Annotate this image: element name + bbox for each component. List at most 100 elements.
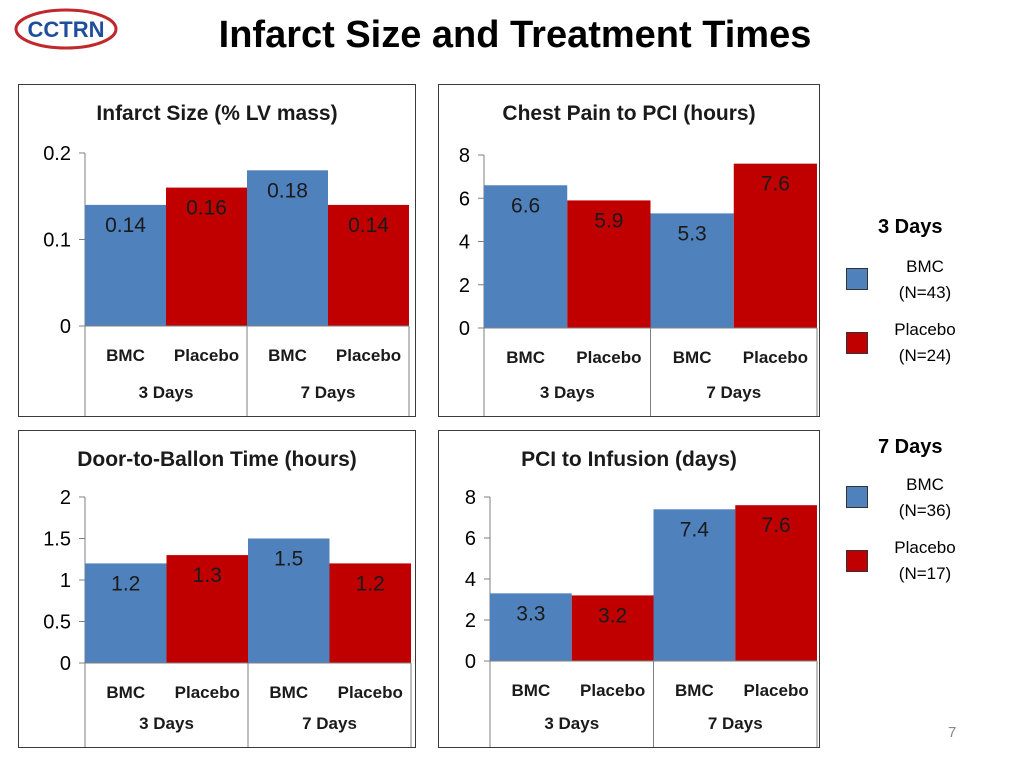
legend-label: Placebo xyxy=(894,538,956,557)
y-tick-label: 0.2 xyxy=(43,143,71,165)
y-tick-label: 8 xyxy=(465,487,476,509)
chart-title: Door-to-Ballon Time (hours) xyxy=(77,448,357,471)
y-tick-label: 0.1 xyxy=(43,230,71,252)
legend-count: (N=24) xyxy=(898,346,952,365)
bar xyxy=(248,538,330,663)
bar xyxy=(329,563,411,663)
legend-label: BMC xyxy=(906,257,944,276)
y-tick-label: 0 xyxy=(459,318,470,340)
x-tick-label: Placebo xyxy=(338,683,403,702)
slide-title: Infarct Size and Treatment Times xyxy=(218,14,812,56)
data-label: 7.4 xyxy=(680,518,710,541)
chart-svg: Infarct Size (% LV mass) 0 0.1 0.2 0.14 0.16 0… xyxy=(43,102,410,416)
data-label: 0.18 xyxy=(267,179,308,202)
x-tick-label: BMC xyxy=(268,346,307,365)
data-label: 5.3 xyxy=(678,222,707,245)
data-label: 0.16 xyxy=(186,197,227,220)
x-tick-label: BMC xyxy=(269,683,308,702)
group-label: 3 Days xyxy=(544,714,599,733)
legend: 3 Days BMC (N=43) Placebo (N=24) 7 Days … xyxy=(830,210,1000,610)
group-label: 3 Days xyxy=(139,383,194,402)
data-label: 1.2 xyxy=(111,572,140,595)
bar xyxy=(650,213,734,328)
chart-pci-to-infusion: PCI to Infusion (days) 0 2 4 6 8 3.3 3.2 7.4 7.6 B… xyxy=(438,430,820,748)
y-tick-label: 0 xyxy=(60,653,71,675)
data-label: 6.6 xyxy=(511,194,540,217)
bar xyxy=(484,185,568,328)
logo-text: CCTRN xyxy=(28,17,105,42)
group-label: 3 Days xyxy=(540,383,595,402)
legend-count: (N=36) xyxy=(898,501,952,520)
chart-door-to-balloon: Door-to-Ballon Time (hours) 0 0.5 1 1.5 2 1.2 1… xyxy=(18,430,416,748)
x-tick-label: Placebo xyxy=(576,348,641,367)
bar xyxy=(571,595,654,661)
page-number: 7 xyxy=(948,724,957,741)
data-label: 7.6 xyxy=(762,514,791,537)
legend-label: BMC xyxy=(906,475,944,494)
x-tick-label: BMC xyxy=(106,683,145,702)
legend-count: (N=17) xyxy=(898,564,952,583)
data-label: 1.2 xyxy=(356,572,385,595)
y-tick-label: 4 xyxy=(465,569,476,591)
x-tick-label: Placebo xyxy=(580,681,645,700)
bar xyxy=(567,200,651,328)
legend-group-title: 3 Days xyxy=(878,216,943,238)
bar xyxy=(247,170,328,326)
chart-title: PCI to Infusion (days) xyxy=(521,448,737,471)
group-label: 7 Days xyxy=(708,714,763,733)
x-tick-label: Placebo xyxy=(743,348,808,367)
chart-title: Infarct Size (% LV mass) xyxy=(96,102,337,125)
bar xyxy=(733,163,817,328)
bar xyxy=(653,509,736,661)
y-tick-label: 2 xyxy=(465,610,476,632)
cctrn-logo: CCTRN xyxy=(14,8,118,50)
group-label: 7 Days xyxy=(301,383,356,402)
x-tick-label: BMC xyxy=(673,348,712,367)
y-tick-label: 1 xyxy=(60,570,71,592)
chart-chest-pain-to-pci: Chest Pain to PCI (hours) 0 2 4 6 8 6.6 5.9 5.3 7… xyxy=(438,84,820,417)
x-tick-label: BMC xyxy=(512,681,551,700)
y-tick-label: 6 xyxy=(465,528,476,550)
x-tick-label: Placebo xyxy=(174,346,239,365)
logo-ring xyxy=(14,8,118,50)
group-label: 3 Days xyxy=(139,714,194,733)
chart-title: Chest Pain to PCI (hours) xyxy=(502,102,755,125)
bar xyxy=(166,187,247,326)
y-tick-label: 1.5 xyxy=(43,529,71,551)
y-tick-label: 0 xyxy=(60,316,71,338)
legend-swatch-bmc xyxy=(846,268,868,290)
y-tick-label: 6 xyxy=(459,188,470,210)
legend-group-title: 7 Days xyxy=(878,436,943,458)
legend-swatch-bmc xyxy=(846,486,868,508)
chart-svg: Door-to-Ballon Time (hours) 0 0.5 1 1.5 2 1.2 1… xyxy=(43,448,412,747)
y-tick-label: 2 xyxy=(459,275,470,297)
x-tick-label: Placebo xyxy=(336,346,401,365)
legend-swatch-placebo xyxy=(846,550,868,572)
bar xyxy=(328,204,409,326)
y-tick-label: 8 xyxy=(459,145,470,167)
bar xyxy=(85,204,166,326)
y-tick-label: 0 xyxy=(465,651,476,673)
group-label: 7 Days xyxy=(302,714,357,733)
x-tick-label: Placebo xyxy=(744,681,809,700)
chart-svg: Chest Pain to PCI (hours) 0 2 4 6 8 6.6 5.9 5.3 7… xyxy=(459,102,818,416)
data-label: 1.3 xyxy=(193,564,222,587)
data-label: 0.14 xyxy=(348,214,389,237)
bar xyxy=(166,555,248,663)
x-tick-label: Placebo xyxy=(175,683,240,702)
data-label: 3.2 xyxy=(598,604,627,627)
chart-infarct-size: Infarct Size (% LV mass) 0 0.1 0.2 0.14 0.16 0… xyxy=(18,84,416,417)
data-label: 3.3 xyxy=(516,602,545,625)
legend-swatch-placebo xyxy=(846,332,868,354)
data-label: 7.6 xyxy=(761,173,790,196)
legend-label: Placebo xyxy=(894,320,956,339)
x-tick-label: BMC xyxy=(106,346,145,365)
data-label: 5.9 xyxy=(594,209,623,232)
bar xyxy=(85,563,167,663)
bar xyxy=(735,505,817,661)
x-tick-label: BMC xyxy=(675,681,714,700)
chart-svg: PCI to Infusion (days) 0 2 4 6 8 3.3 3.2 7.4 7.6 B… xyxy=(465,448,818,747)
y-tick-label: 0.5 xyxy=(43,612,71,634)
bar xyxy=(490,593,572,661)
data-label: 1.5 xyxy=(274,548,303,571)
